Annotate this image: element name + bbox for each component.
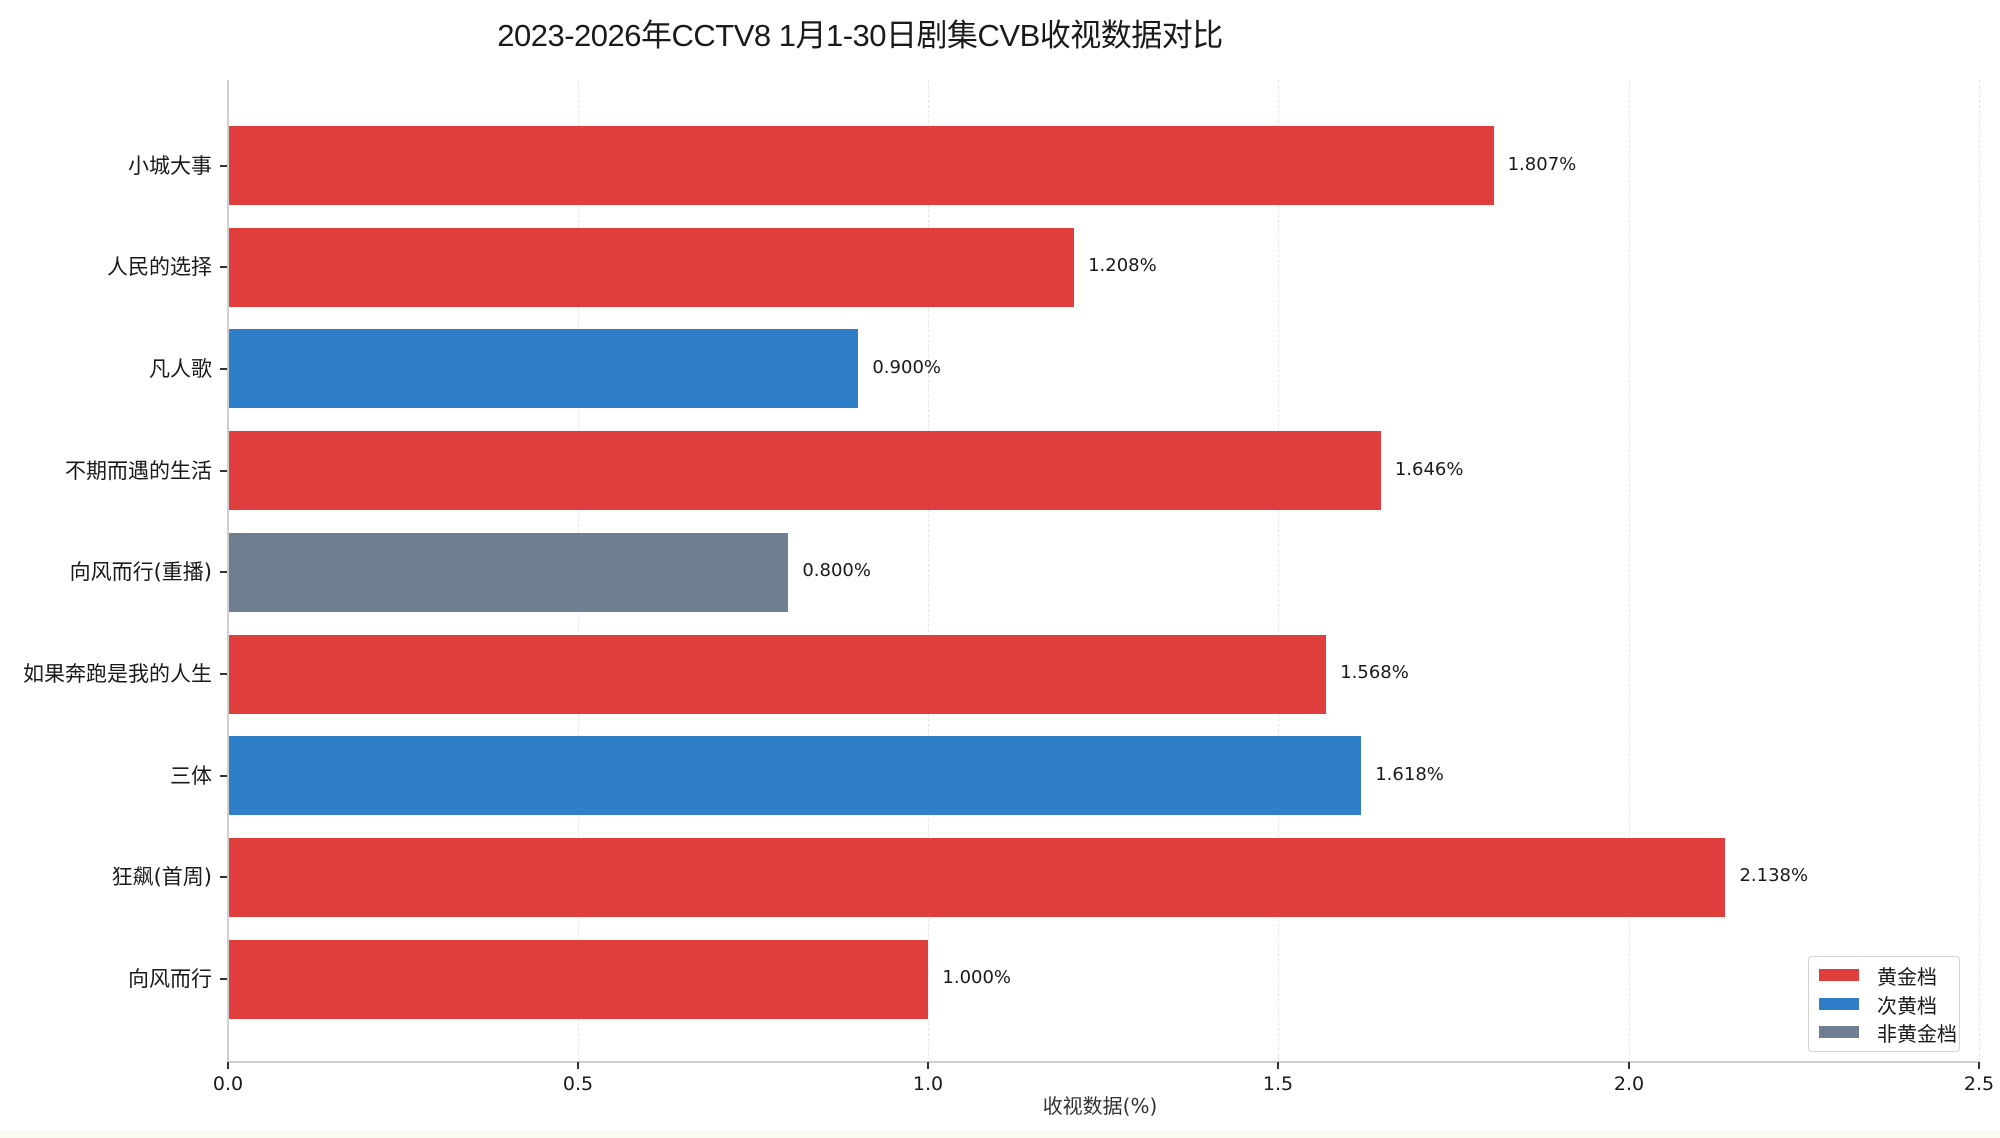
legend-item-non-gold: 非黄金档 [1819,1020,1957,1046]
y-tick [220,164,227,167]
value-label: 1.807% [1507,153,1577,175]
bar [228,329,859,409]
bar [228,939,929,1019]
x-axis-spine [227,1061,1980,1063]
x-tick [1978,1062,1980,1069]
bar [228,126,1494,205]
y-tick-label: 三体 [170,763,212,788]
y-axis-spine [227,80,229,1062]
x-tick [1628,1062,1630,1069]
grid-line-1.0 [928,80,929,1061]
x-tick [227,1062,229,1069]
y-tick-label: 凡人歌 [149,356,212,381]
y-tick-label: 向风而行 [128,967,212,992]
x-tick [927,1062,929,1069]
x-tick-label: 2.5 [1963,1073,1995,1095]
value-label: 1.568% [1340,662,1409,683]
value-label: 2.138% [1739,865,1809,887]
bar [228,532,789,612]
x-tick [577,1062,579,1069]
grid-line-2.0 [1629,80,1630,1061]
legend-swatch-gray [1819,1026,1859,1038]
x-tick-label: 0.0 [212,1073,244,1095]
legend-label: 黄金档 [1877,964,1937,989]
legend-item-sub-gold: 次黄档 [1819,992,1937,1018]
y-tick-label: 如果奔跑是我的人生 [23,662,212,686]
bar [228,634,1327,714]
y-tick [220,876,227,879]
value-label: 0.800% [802,560,871,582]
value-label: 1.618% [1375,763,1444,785]
grid-line-2.5 [1979,80,1980,1061]
bar [228,227,1075,307]
legend: 黄金档 次黄档 非黄金档 [1808,956,1960,1052]
x-tick-label: 1.5 [1262,1073,1294,1095]
bar [228,837,1726,917]
x-tick-label: 2.0 [1613,1073,1645,1095]
y-tick [220,673,227,675]
value-label: 1.646% [1394,458,1464,480]
value-label: 1.000% [942,967,1012,989]
y-tick [220,774,227,777]
y-tick-label: 向风而行(重播) [69,560,212,585]
y-tick-label: 狂飙(首周) [111,865,212,890]
bar [228,431,1381,511]
x-tick-label: 1.0 [912,1073,944,1095]
value-label: 1.208% [1088,255,1157,277]
x-tick-label: 0.5 [562,1073,594,1095]
legend-swatch-red [1819,969,1859,981]
legend-swatch-blue [1819,998,1859,1010]
legend-label: 非黄金档 [1877,1021,1957,1046]
footer-strip [0,1130,2000,1138]
bar [228,736,1362,816]
y-tick-label: 不期而遇的生活 [65,458,212,483]
value-label: 0.900% [872,356,941,378]
x-axis-title: 收视数据(%) [1042,1094,1158,1118]
x-tick [1277,1062,1279,1069]
y-tick-label: 人民的选择 [107,255,212,280]
y-tick [220,571,227,574]
y-tick [220,469,227,472]
y-tick [220,978,227,981]
grid-line-1.5 [1278,80,1279,1061]
legend-item-gold: 黄金档 [1819,963,1937,989]
chart-title: 2023-2026年CCTV8 1月1-30日剧集CVB收视数据对比 [497,18,1223,53]
legend-label: 次黄档 [1877,993,1937,1018]
y-tick [220,266,227,269]
y-tick-label: 小城大事 [128,153,212,178]
y-tick [220,367,227,370]
